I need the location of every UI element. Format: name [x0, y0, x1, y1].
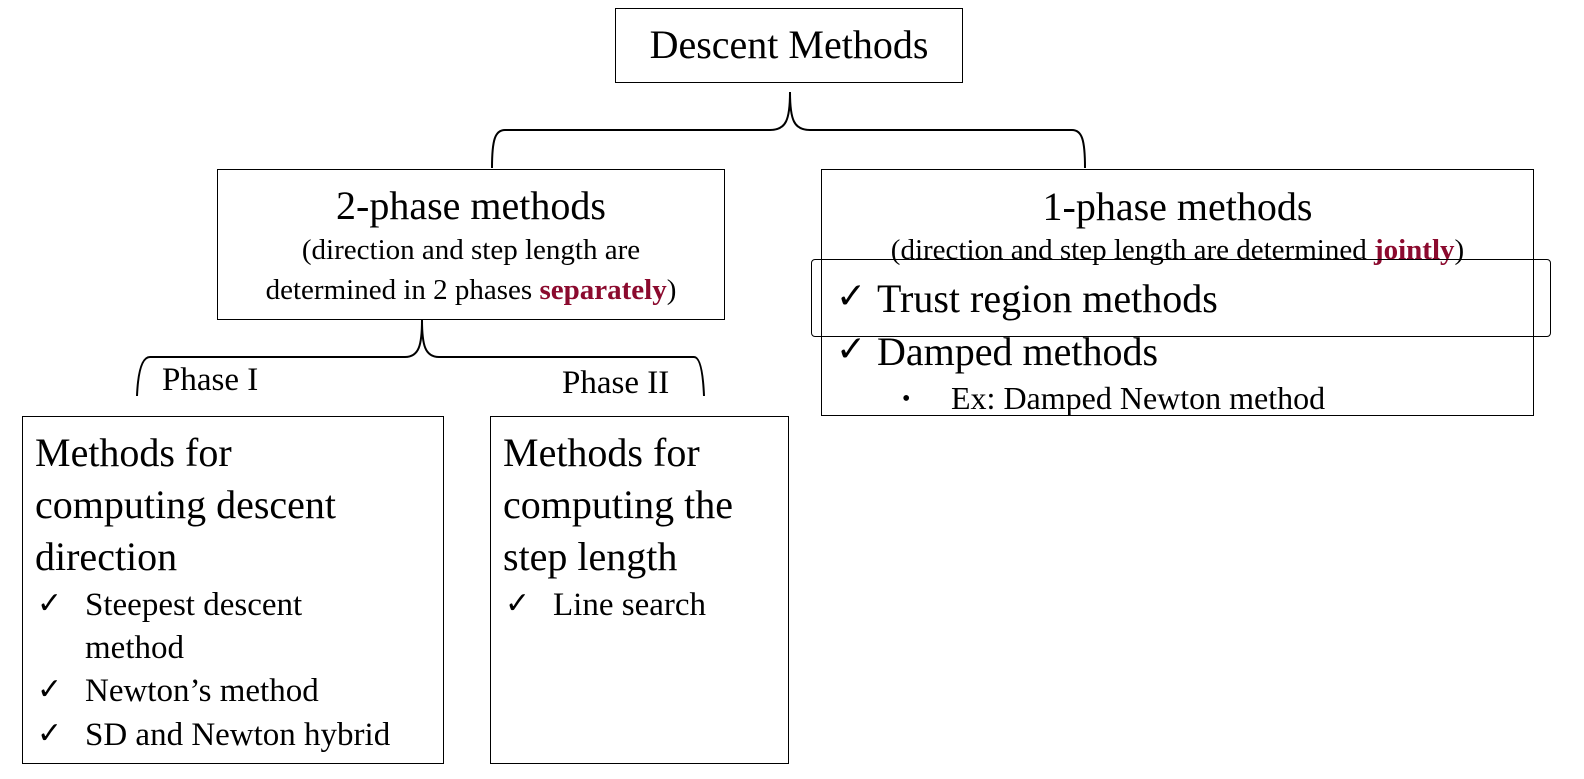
two-phase-node: 2-phase methods (direction and step leng…	[217, 169, 725, 320]
check-icon: ✓	[37, 587, 63, 620]
two-phase-emphasis: separately	[539, 274, 667, 306]
brace-phase2-branch	[421, 319, 705, 397]
one-phase-item-trust-region: Trust region methods	[877, 276, 1218, 321]
phase1-node: Methods for computing descent direction …	[22, 416, 444, 764]
phase2-heading-line3: step length	[503, 534, 678, 579]
phase2-node: Methods for computing the step length ✓ …	[490, 416, 789, 764]
one-phase-subitem: Ex: Damped Newton method	[951, 380, 1326, 416]
brace-right-branch	[789, 91, 1086, 169]
two-phase-desc-line2: determined in 2 phases separately)	[218, 276, 724, 305]
one-phase-title: 1-phase methods	[1042, 184, 1313, 229]
two-phase-desc-prefix: determined in 2 phases	[265, 274, 540, 306]
brace-left-branch	[491, 91, 791, 169]
phase1-heading-line3: direction	[35, 534, 178, 579]
phase1-label: Phase I	[162, 362, 259, 398]
phase2-item-line-search: Line search	[553, 587, 706, 623]
two-phase-desc-line1: (direction and step length are	[301, 234, 641, 266]
phase1-heading-line1: Methods for	[35, 430, 232, 475]
one-phase-desc-suffix: )	[1454, 234, 1465, 266]
root-title: Descent Methods	[649, 22, 929, 67]
two-phase-title: 2-phase methods	[336, 183, 606, 228]
check-icon: ✓	[505, 587, 531, 620]
two-phase-desc-suffix: )	[666, 274, 677, 306]
check-icon: ✓	[836, 276, 867, 316]
phase1-item-hybrid: SD and Newton hybrid	[85, 717, 391, 753]
check-icon: ✓	[836, 329, 867, 369]
check-icon: ✓	[37, 717, 63, 750]
check-icon: ✓	[37, 673, 63, 706]
phase1-heading-line2: computing descent	[35, 482, 337, 527]
phase2-heading-line2: computing the	[503, 482, 733, 527]
phase2-label: Phase II	[562, 365, 670, 401]
bullet-icon: •	[902, 386, 911, 412]
brace-phase1-branch	[136, 319, 423, 397]
one-phase-item-damped: Damped methods	[877, 329, 1159, 374]
phase1-item-steepest-descent-cont: method	[85, 630, 184, 666]
phase1-item-steepest-descent: Steepest descent	[85, 587, 303, 623]
trust-region-highlight-frame	[811, 259, 1551, 337]
phase1-item-newton: Newton’s method	[85, 673, 319, 709]
root-node: Descent Methods	[615, 8, 963, 83]
phase2-heading-line1: Methods for	[503, 430, 700, 475]
